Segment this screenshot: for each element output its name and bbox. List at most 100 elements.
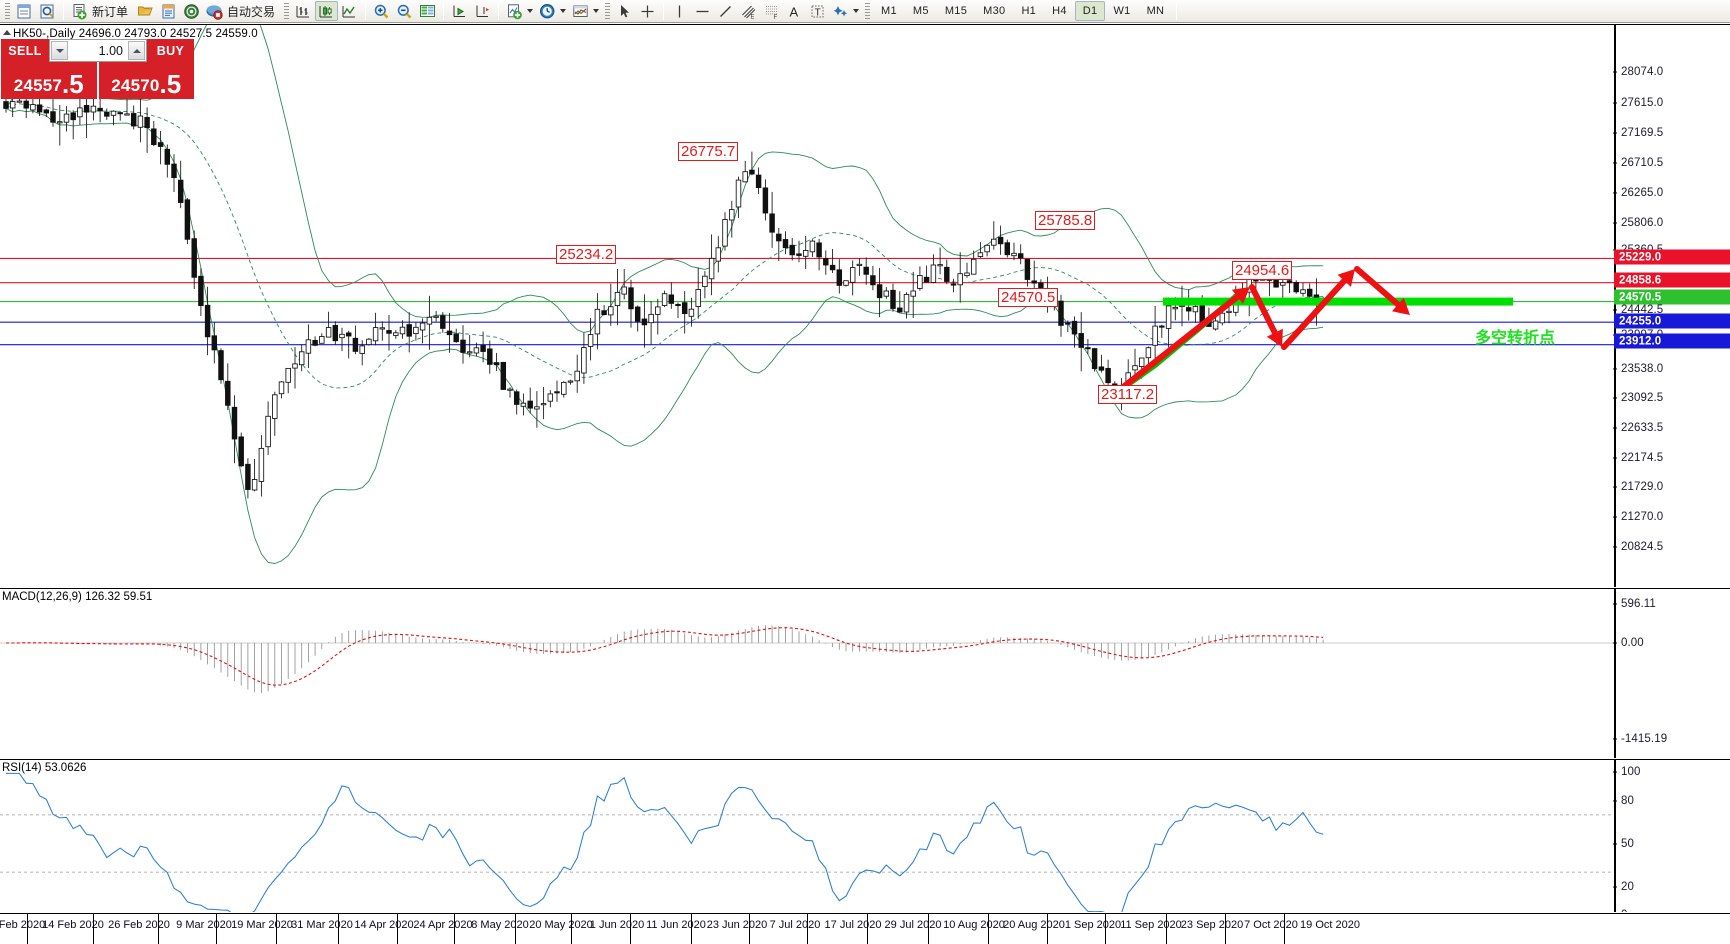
badge-25229[interactable]: 25229.0 <box>1614 249 1730 265</box>
horizontal-line-tool-icon[interactable] <box>691 1 714 21</box>
tf-m15[interactable]: M15 <box>937 1 975 21</box>
toolbar-grip-2[interactable] <box>284 2 290 20</box>
main-toolbar: 新订单 自动交易 <box>0 0 1730 23</box>
x-tick-sep <box>216 914 217 944</box>
indicator-add-icon <box>506 3 523 20</box>
volume-value[interactable]: 1.00 <box>69 40 127 61</box>
periods-icon[interactable] <box>536 1 569 21</box>
chart-shift-toggle-icon[interactable] <box>471 1 494 21</box>
tf-mn[interactable]: MN <box>1139 1 1173 21</box>
y-tick-label: 23092.5 <box>1621 392 1664 404</box>
chevron-down-icon[interactable] <box>527 9 534 13</box>
equidistant-channel-tool-icon[interactable]: E <box>737 1 760 21</box>
annotation-24954[interactable]: 24954.6 <box>1232 261 1293 280</box>
badge-24570[interactable]: 24570.5 <box>1614 289 1730 305</box>
annotation-23117[interactable]: 23117.2 <box>1098 385 1158 404</box>
x-tick-sep <box>1047 914 1048 944</box>
price-pane[interactable]: HK50-,Daily 24696.0 24793.0 24527.5 2455… <box>0 25 1730 587</box>
annotation-24570[interactable]: 24570.5 <box>998 288 1059 307</box>
chevron-down-icon-3[interactable] <box>593 9 600 13</box>
cursor-tool-icon[interactable] <box>613 1 636 21</box>
chevron-down-icon-4[interactable] <box>853 9 860 13</box>
autotrading-button[interactable]: 自动交易 <box>203 1 281 21</box>
trendline-tool-icon[interactable] <box>714 1 737 21</box>
fibonacci-tool-icon[interactable]: F <box>760 1 783 21</box>
data-window-icon[interactable] <box>36 1 59 21</box>
metaeditor-icon[interactable] <box>134 1 157 21</box>
price-y-axis[interactable]: 28074.0 27615.0 27169.5 26710.5 26265.0 25806… <box>1613 25 1730 587</box>
x-tick-label: 23 Sep 2020 <box>1180 919 1244 931</box>
auto-scroll-icon[interactable] <box>448 1 471 21</box>
vertical-line-tool-icon[interactable] <box>668 1 691 21</box>
annotation-25234[interactable]: 25234.2 <box>556 245 617 264</box>
x-tick-label: 14 Apr 2020 <box>354 919 414 931</box>
y-tick-mark <box>1613 397 1617 399</box>
rsi-pane[interactable]: RSI(14) 53.0626 100 80 50 20 0 <box>0 759 1730 912</box>
candlestick-chart-icon[interactable] <box>315 1 339 21</box>
macd-y-axis[interactable]: 596.11 0.00 -1415.19 <box>1613 589 1730 758</box>
bar-chart-icon[interactable] <box>292 1 315 21</box>
text-tool-icon[interactable]: A <box>783 1 806 21</box>
badge-23912[interactable]: 23912.0 <box>1614 333 1730 349</box>
macd-plot[interactable] <box>0 589 1614 758</box>
y-tick-label: 22174.5 <box>1621 452 1664 464</box>
channel-icon: E <box>740 3 757 20</box>
price-plot[interactable] <box>0 25 1614 587</box>
buy-button[interactable]: BUY <box>147 39 194 62</box>
y-tick-label: 0.00 <box>1621 637 1644 649</box>
toolbar-grip-4[interactable] <box>865 2 871 20</box>
vps-icon[interactable] <box>180 1 203 21</box>
x-tick-sep <box>988 914 989 944</box>
badge-24858[interactable]: 24858.6 <box>1614 272 1730 288</box>
new-order-button[interactable]: 新订单 <box>68 1 134 21</box>
y-tick-mark <box>1613 771 1617 773</box>
chart-area[interactable]: HK50-,Daily 24696.0 24793.0 24527.5 2455… <box>0 24 1730 944</box>
indicators-icon[interactable] <box>503 1 536 21</box>
volume-stepper[interactable]: 1.00 <box>49 39 147 62</box>
tf-d1[interactable]: D1 <box>1074 1 1106 21</box>
line-chart-icon[interactable] <box>338 1 361 21</box>
x-tick-sep <box>1284 914 1285 944</box>
time-x-axis[interactable]: Feb 2020 14 Feb 2020 26 Feb 2020 9 Mar 2020… <box>0 913 1730 944</box>
chevron-down-icon-2[interactable] <box>560 9 567 13</box>
trend-icon <box>717 3 734 20</box>
chart-shift-icon[interactable] <box>416 1 439 21</box>
shapes-tool-icon[interactable] <box>829 1 862 21</box>
buy-price[interactable]: 24570.5 <box>96 62 195 99</box>
rsi-y-axis[interactable]: 100 80 50 20 0 <box>1613 760 1730 912</box>
volume-down-button[interactable] <box>51 41 68 60</box>
tf-h1[interactable]: H1 <box>1013 1 1044 21</box>
text-label-tool-icon[interactable]: T <box>806 1 829 21</box>
tf-m1[interactable]: M1 <box>873 1 905 21</box>
toolbar-grip[interactable] <box>5 2 10 20</box>
tf-h4[interactable]: H4 <box>1044 1 1075 21</box>
templates-icon[interactable] <box>569 1 602 21</box>
crosshair-tool-icon[interactable] <box>636 1 659 21</box>
x-tick-sep <box>158 914 159 944</box>
x-tick-label: 8 May 2020 <box>471 919 529 931</box>
x-tick-sep <box>276 914 277 944</box>
zoom-in-icon[interactable] <box>370 1 393 21</box>
autotrading-label: 自动交易 <box>227 4 276 19</box>
one-click-trading-panel[interactable]: SELL 1.00 BUY 24557.5 24570.5 <box>1 39 194 99</box>
market-watch-icon[interactable] <box>13 1 36 21</box>
zoom-out-icon[interactable] <box>393 1 416 21</box>
annotation-25785[interactable]: 25785.8 <box>1035 211 1096 230</box>
tf-m5[interactable]: M5 <box>905 1 937 21</box>
rsi-plot[interactable] <box>0 760 1614 912</box>
volume-up-button[interactable] <box>128 41 145 60</box>
annotation-26775[interactable]: 26775.7 <box>678 142 739 161</box>
tf-m30[interactable]: M30 <box>975 1 1013 21</box>
macd-pane[interactable]: MACD(12,26,9) 126.32 59.51 596.11 0.00 -14… <box>0 588 1730 758</box>
y-tick-mark <box>1613 102 1617 104</box>
toolbar-grip-3[interactable] <box>605 2 611 20</box>
badge-24255[interactable]: 24255.0 <box>1614 313 1730 329</box>
sell-price[interactable]: 24557.5 <box>1 62 97 99</box>
x-tick-sep <box>571 914 572 944</box>
rsi-chart-svg <box>0 772 1614 912</box>
signals-icon[interactable] <box>157 1 180 21</box>
x-tick-label: 23 Jun 2020 <box>706 919 768 931</box>
tf-w1[interactable]: W1 <box>1105 1 1138 21</box>
annotation-turning-point[interactable]: 多空转折点 <box>1475 330 1556 347</box>
sell-button[interactable]: SELL <box>1 39 49 62</box>
